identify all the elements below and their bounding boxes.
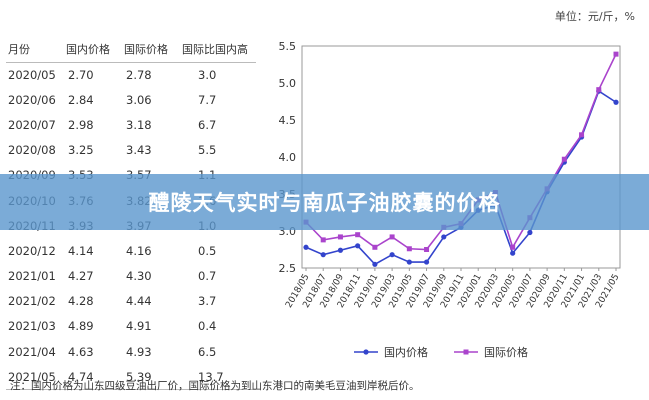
header-diff: 国际比国内高 — [180, 36, 256, 63]
data-point — [355, 243, 361, 249]
cell-month: 2020/06 — [8, 92, 56, 107]
unit-label: 单位：元/斤，% — [554, 10, 635, 23]
overlay-banner: 醴陵天气实时与南瓜子油胶囊的价格 — [0, 174, 649, 230]
data-point — [510, 250, 516, 256]
cell-month: 2021/05 — [6, 364, 64, 390]
table-row: 2020/06 2.84 3.06 7.7 — [6, 87, 256, 112]
cell-diff: 3.0 — [198, 67, 217, 82]
data-point — [337, 247, 344, 253]
data-point — [406, 246, 412, 252]
cell-domestic: 4.74 — [64, 364, 122, 390]
y-tick-label: 4.5 — [279, 114, 297, 127]
data-point — [320, 237, 326, 243]
cell-domestic: 4.14 — [68, 243, 94, 258]
data-point — [372, 261, 378, 267]
cell-diff: 5.5 — [198, 143, 217, 158]
y-tick-label: 5.0 — [279, 77, 297, 90]
cell-international: 4.44 — [126, 294, 152, 309]
cell-domestic: 4.27 — [68, 269, 94, 284]
plot-frame — [301, 45, 621, 269]
data-point — [406, 259, 412, 265]
y-tick-label: 5.5 — [279, 40, 297, 53]
cell-month: 2020/12 — [8, 243, 56, 258]
data-point — [596, 87, 602, 93]
y-tick-label: 4.0 — [279, 151, 297, 164]
legend-marker — [463, 349, 469, 355]
data-point — [303, 244, 309, 250]
cell-international: 4.93 — [126, 344, 152, 359]
table-row: 2021/02 4.28 4.44 3.7 — [6, 289, 256, 314]
cell-domestic: 2.98 — [68, 117, 94, 132]
table-row: 2020/08 3.25 3.43 5.5 — [6, 138, 256, 163]
legend-marker — [363, 349, 369, 355]
cell-international: 3.06 — [126, 92, 152, 107]
data-point — [389, 252, 395, 258]
cell-international: 4.91 — [126, 319, 152, 334]
header-domestic: 国内价格 — [64, 36, 122, 63]
header-month: 月份 — [6, 36, 64, 63]
table-row: 2021/03 4.89 4.91 0.4 — [6, 314, 256, 339]
cell-month: 2020/07 — [8, 117, 56, 132]
cell-international: 5.39 — [122, 364, 180, 390]
data-point — [389, 234, 395, 240]
data-point — [561, 156, 567, 162]
data-point — [424, 247, 430, 252]
cell-domestic: 4.89 — [68, 319, 94, 334]
cell-diff: 6.5 — [198, 344, 217, 359]
table-row: 2020/05 2.70 2.78 3.0 — [6, 62, 256, 87]
data-point — [372, 244, 378, 250]
header-international: 国际价格 — [122, 36, 180, 63]
cell-month: 2020/08 — [8, 143, 56, 158]
cell-diff: 0.4 — [198, 319, 217, 334]
data-point — [527, 229, 533, 236]
cell-diff: 6.7 — [198, 117, 217, 132]
footnote: 注：国内价格为山东四级豆油出厂价，国际价格为到山东港口的南美毛豆油到岸税后价。 — [10, 380, 420, 392]
data-point — [613, 99, 619, 105]
data-point — [579, 132, 585, 138]
table-row: 2020/12 4.14 4.16 0.5 — [6, 238, 256, 263]
data-point — [510, 244, 516, 250]
data-point — [423, 259, 430, 265]
table-row: 2021/05 4.74 5.39 13.7 — [6, 364, 256, 390]
table-row: 2020/07 2.98 3.18 6.7 — [6, 112, 256, 137]
cell-international: 4.30 — [126, 269, 152, 284]
data-point — [337, 234, 343, 240]
data-point — [355, 232, 361, 238]
table-header-row: 月份 国内价格 国际价格 国际比国内高 — [6, 36, 256, 63]
table-row: 2021/04 4.63 4.93 6.5 — [6, 339, 256, 364]
cell-international: 2.78 — [126, 67, 152, 82]
cell-domestic: 2.70 — [68, 67, 94, 82]
cell-international: 4.16 — [126, 243, 152, 258]
cell-month: 2021/04 — [8, 344, 56, 359]
cell-diff: 13.7 — [180, 364, 256, 390]
cell-international: 3.43 — [126, 143, 152, 158]
data-point — [441, 234, 447, 240]
legend-label: 国际价格 — [484, 345, 528, 359]
cell-international: 3.18 — [126, 117, 152, 132]
overlay-title: 醴陵天气实时与南瓜子油胶囊的价格 — [148, 191, 501, 215]
cell-domestic: 4.63 — [68, 344, 94, 359]
cell-domestic: 3.25 — [68, 143, 94, 158]
cell-domestic: 4.28 — [68, 294, 94, 309]
cell-diff: 0.5 — [198, 243, 217, 258]
cell-diff: 0.7 — [198, 269, 217, 284]
legend-label: 国内价格 — [384, 345, 428, 359]
table-row: 2021/01 4.27 4.30 0.7 — [6, 264, 256, 289]
cell-month: 2021/03 — [8, 319, 56, 334]
data-point — [320, 252, 326, 258]
y-tick-label: 2.5 — [279, 262, 297, 275]
cell-diff: 7.7 — [198, 92, 217, 107]
cell-domestic: 2.84 — [68, 92, 94, 107]
cell-diff: 3.7 — [198, 294, 217, 309]
cell-month: 2021/01 — [8, 269, 56, 284]
cell-month: 2020/05 — [8, 67, 56, 82]
cell-month: 2021/02 — [8, 294, 56, 309]
data-point — [613, 51, 619, 57]
